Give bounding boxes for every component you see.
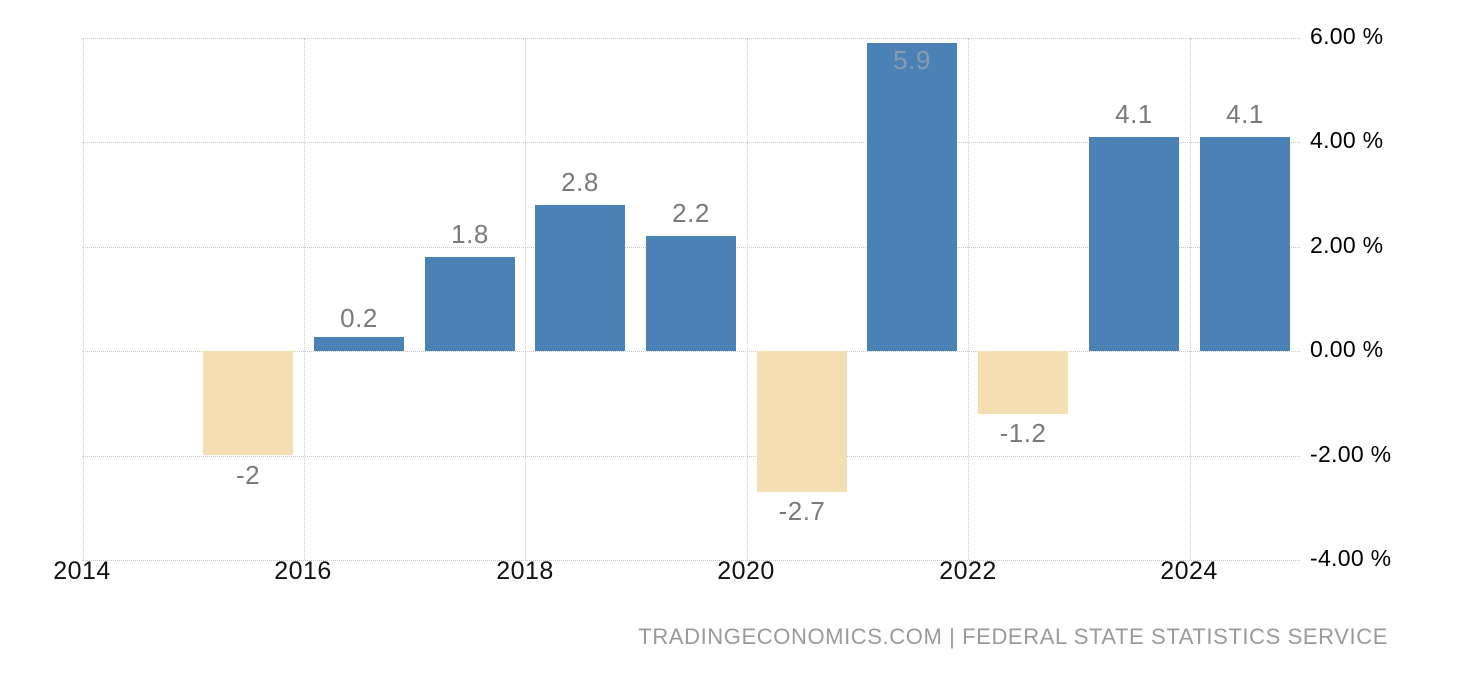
bar-value-label-2022: -1.2 [999,418,1047,448]
bar-value-label-2018: 2.8 [561,167,599,197]
bar-value-label-2024: 4.1 [1226,99,1264,129]
bar-value-label-2016: 0.2 [340,303,378,333]
bar-2022[interactable] [978,351,1068,414]
bar-2019[interactable] [646,236,736,351]
bar-value-label-2021: 5.9 [893,45,931,75]
bar-2016[interactable] [314,337,404,351]
gridline-x-3 [747,38,748,560]
gridline-y-4 [82,455,1300,457]
bar-value-label-2017: 1.8 [451,219,489,249]
x-tick-label-2020: 2020 [717,557,775,585]
x-tick-label-2016: 2016 [274,557,332,585]
gridline-x-5 [1190,38,1191,560]
y-tick-label-1: 4.00 % [1310,127,1384,153]
gridline-y-3 [82,351,1300,353]
bar-value-label-2020: -2.7 [778,496,826,526]
plot-area: -2 0.2 1.8 2.8 2.2 -2.7 5.9 -1.2 4.1 4.1 [82,38,1300,561]
y-tick-label-4: -2.00 % [1310,441,1392,467]
y-tick-label-0: 6.00 % [1310,23,1384,49]
bar-value-label-2015: -2 [235,460,261,490]
y-tick-label-3: 0.00 % [1310,336,1384,362]
bar-2020[interactable] [757,351,847,492]
gridline-y-1 [82,142,1300,144]
bar-value-label-2023: 4.1 [1115,99,1153,129]
source-credit: TRADINGECONOMICS.COM | FEDERAL STATE STA… [638,624,1388,649]
y-tick-label-2: 2.00 % [1310,232,1384,258]
bar-2021[interactable] [867,43,957,351]
gridline-y-5 [82,560,1300,561]
bar-2023[interactable] [1089,137,1179,351]
bar-value-label-2019: 2.2 [672,198,710,228]
x-tick-label-2022: 2022 [939,557,997,585]
y-tick-label-5: -4.00 % [1310,545,1392,571]
x-tick-label-2024: 2024 [1160,557,1218,585]
gridline-x-4 [968,38,969,560]
gridline-x-1 [304,38,305,560]
bar-2017[interactable] [425,257,515,351]
gridline-y-0 [82,38,1300,39]
x-tick-label-2018: 2018 [496,557,554,585]
bar-2024[interactable] [1200,137,1290,351]
gridline-x-0 [83,38,84,560]
bar-2015[interactable] [203,351,293,455]
x-tick-label-2014: 2014 [53,557,111,585]
gridline-x-2 [525,38,526,560]
bar-2018[interactable] [535,205,625,351]
